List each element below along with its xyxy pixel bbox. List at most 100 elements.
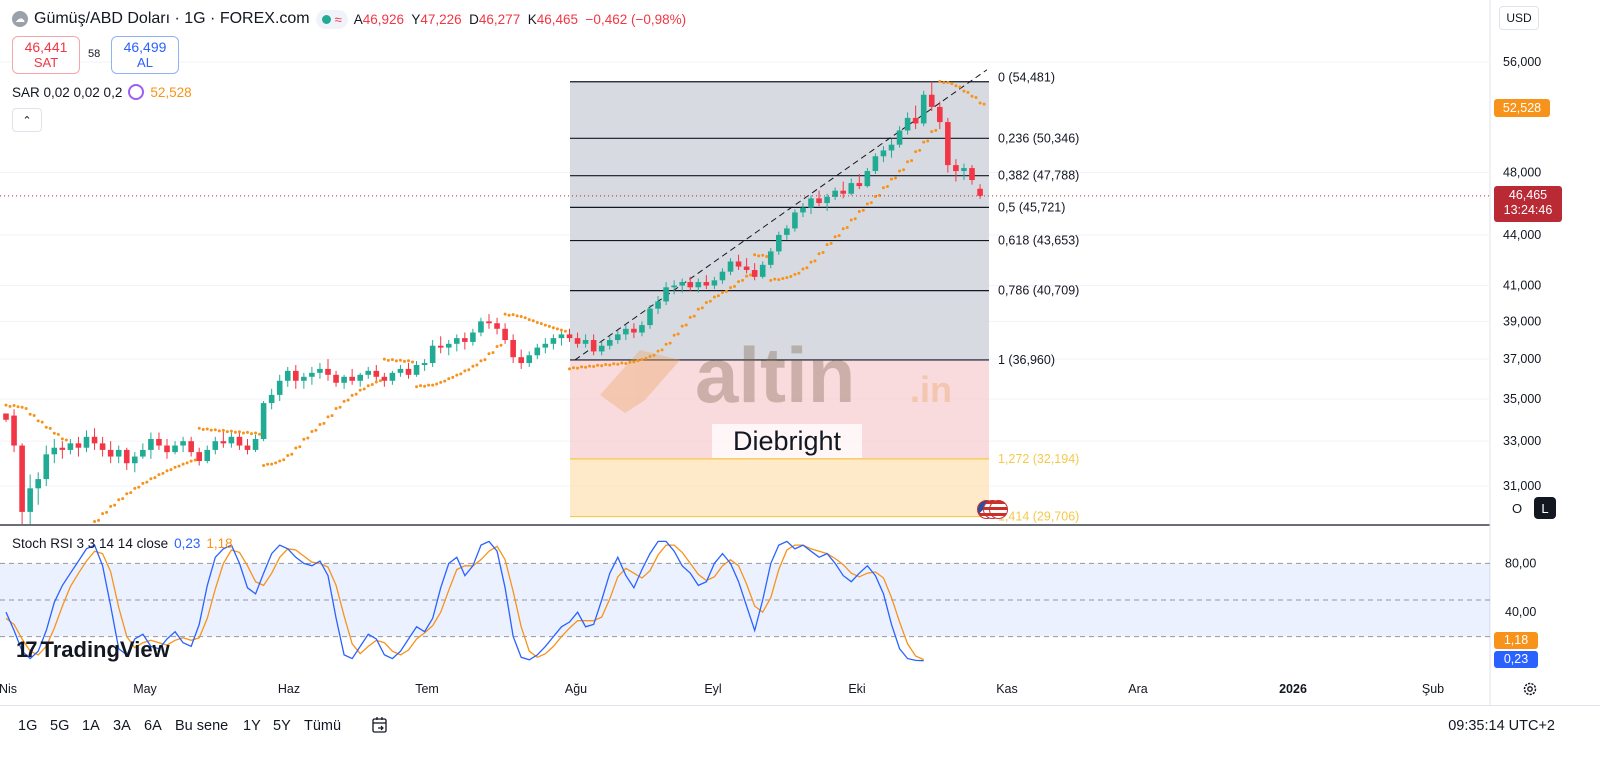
gear-icon[interactable]	[1522, 681, 1538, 697]
candle-body	[115, 449, 122, 457]
candle-body	[11, 415, 17, 446]
sar-dot	[898, 169, 902, 173]
price-tick-label: 48,000	[1503, 166, 1541, 180]
clock-timezone[interactable]: 09:35:14 UTC+2	[1448, 718, 1555, 734]
sar-dot	[101, 512, 105, 516]
sar-dot	[745, 274, 749, 278]
sar-dot	[825, 243, 829, 247]
sar-dot	[559, 328, 563, 332]
sar-dot	[463, 369, 467, 373]
fib-trend-line	[574, 69, 988, 361]
price-tick-label: 31,000	[1503, 479, 1541, 493]
sar-dot	[181, 462, 185, 466]
sar-dot	[266, 462, 270, 466]
sar-dot	[612, 362, 616, 366]
range-3m-button[interactable]: 3A	[113, 718, 131, 734]
candle-body	[510, 340, 516, 358]
buy-button[interactable]: 46,499 AL	[111, 36, 179, 74]
sar-dot	[801, 267, 805, 271]
sar-dot	[233, 430, 237, 434]
sar-dot	[93, 520, 97, 524]
sar-dot	[97, 518, 101, 522]
sar-dot	[652, 353, 656, 357]
range-all-button[interactable]: Tümü	[304, 718, 342, 734]
us-flag-event-icon[interactable]	[977, 500, 1008, 519]
candle-body	[928, 94, 935, 107]
log-scale-button[interactable]: O	[1506, 497, 1528, 519]
candle-body	[341, 376, 347, 383]
range-1m-button[interactable]: 1A	[82, 718, 100, 734]
sar-dot	[950, 82, 954, 86]
sar-dot	[225, 430, 229, 434]
candle-body	[244, 445, 251, 450]
time-tick-label: May	[133, 682, 157, 696]
sar-dot	[885, 184, 889, 188]
time-tick-label: Tem	[415, 682, 439, 696]
candle-body	[695, 282, 702, 288]
candle-body	[703, 282, 710, 286]
range-1d-button[interactable]: 1G	[18, 718, 38, 734]
range-1y-button[interactable]: 1Y	[243, 718, 261, 734]
range-5d-button[interactable]: 5G	[50, 718, 70, 734]
stoch-tick-label: 80,00	[1505, 556, 1536, 570]
range-5y-button[interactable]: 5Y	[273, 718, 291, 734]
candle-body	[759, 264, 766, 277]
sar-dot	[435, 382, 439, 386]
sar-dot	[358, 388, 362, 392]
sell-button[interactable]: 46,441 SAT	[12, 36, 80, 74]
sar-dot	[733, 284, 736, 288]
sar-dot	[32, 413, 36, 417]
collapse-legend-button[interactable]: ⌃	[12, 108, 42, 132]
time-tick-label: Şub	[1422, 682, 1444, 696]
sar-dot	[978, 101, 982, 105]
author-watermark: Diebright	[712, 424, 862, 458]
sar-dot	[600, 364, 604, 368]
candle-body	[872, 156, 879, 172]
calendar-goto-icon[interactable]	[371, 716, 389, 734]
sar-dot	[592, 364, 596, 368]
sar-indicator-legend[interactable]: SAR 0,02 0,02 0,2 52,528	[12, 84, 192, 100]
candle-body	[478, 321, 484, 333]
symbol-header[interactable]: ☁ Gümüş/ABD Doları · 1G · FOREX.com ≈ A4…	[12, 9, 686, 29]
market-status-pill[interactable]: ≈	[315, 9, 348, 29]
sar-dot	[829, 241, 833, 245]
symbol-title[interactable]: Gümüş/ABD Doları · 1G · FOREX.com	[34, 10, 310, 27]
candle-body	[687, 282, 694, 288]
sar-dot	[620, 361, 624, 365]
candle-body	[19, 445, 25, 512]
currency-button[interactable]: USD	[1499, 6, 1539, 30]
stoch-rsi-legend[interactable]: Stoch RSI 3 3 14 14 close 0,23 1,18	[12, 536, 233, 551]
sar-dot	[769, 278, 773, 282]
sar-dot	[708, 299, 712, 303]
sar-dot	[527, 318, 531, 322]
time-tick-label: Eki	[848, 682, 865, 696]
sar-dot	[724, 289, 728, 293]
chart-canvas[interactable]: 0 (54,481) 0,236 (50,346) 0,382 (47,788) 0,…	[0, 0, 1600, 705]
sar-dot	[938, 79, 942, 83]
sar-dot	[241, 431, 245, 435]
sar-dot	[539, 322, 543, 326]
sar-dot	[576, 366, 580, 370]
price-tick-label: 33,000	[1503, 434, 1541, 448]
tradingview-logo[interactable]: 17 TradingView	[16, 637, 170, 662]
linear-scale-button[interactable]: L	[1534, 497, 1556, 519]
sar-dot	[491, 351, 495, 355]
sar-dot	[515, 314, 519, 318]
time-tick-label: Nis	[0, 682, 17, 696]
sar-dot	[394, 359, 398, 363]
range-6m-button[interactable]: 6A	[144, 718, 162, 734]
candle-body	[156, 439, 162, 446]
range-ytd-button[interactable]: Bu sene	[175, 718, 229, 734]
candle-body	[188, 441, 194, 453]
sar-dot	[153, 476, 157, 480]
sar-value: 52,528	[150, 84, 192, 100]
price-tick-label: 56,000	[1503, 55, 1541, 69]
sar-dot	[177, 464, 181, 468]
sar-dot	[189, 459, 193, 463]
sar-dot	[137, 485, 141, 489]
sar-dot	[487, 352, 491, 356]
sar-dot	[797, 271, 801, 275]
candle-body	[969, 168, 975, 181]
sar-dot	[511, 313, 515, 317]
sar-dot	[133, 486, 137, 490]
